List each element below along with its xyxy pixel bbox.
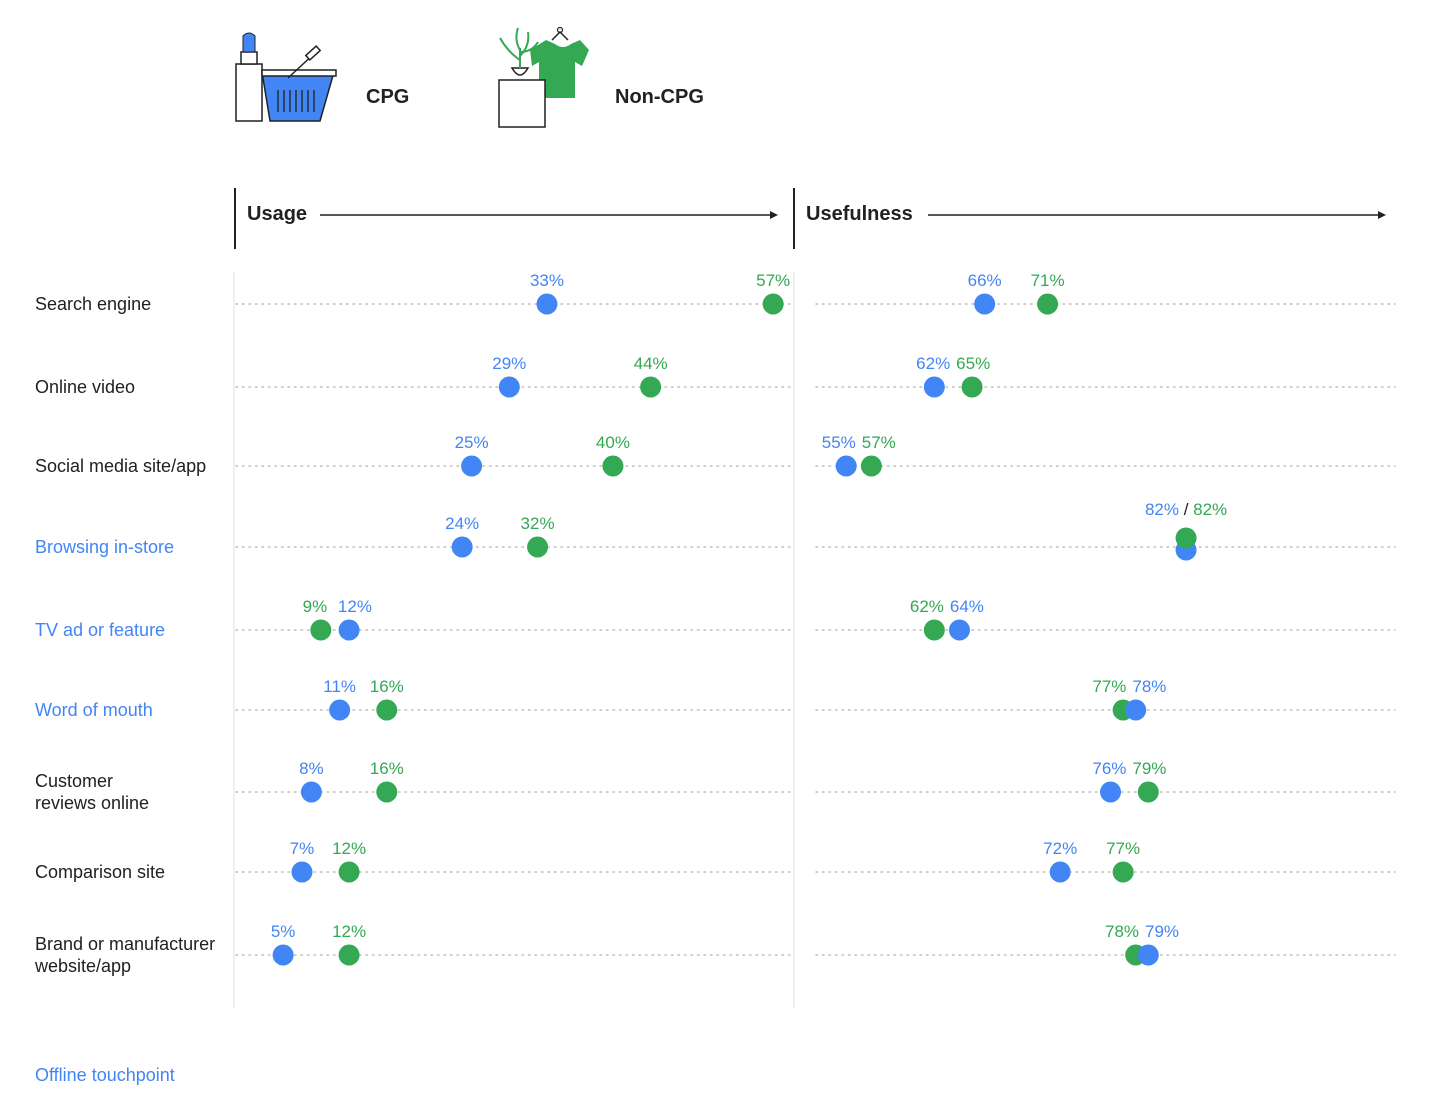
cpg-label: 66% <box>968 271 1002 290</box>
cpg-point <box>923 376 945 398</box>
cpg-label: 76% <box>1092 759 1126 778</box>
noncpg-label: 57% <box>756 271 790 290</box>
row-label-line: Comparison site <box>35 862 166 882</box>
row-label-line: Customer <box>35 771 114 791</box>
cpg-point <box>338 619 360 641</box>
cpg-point <box>1125 699 1147 721</box>
noncpg-label: 57% <box>862 433 896 452</box>
row-label: Search engine <box>35 293 235 315</box>
cpg-label: 72% <box>1043 839 1077 858</box>
cpg-label: 29% <box>492 354 526 373</box>
noncpg-point <box>527 536 549 558</box>
row-label: Brand or manufacturer website/app <box>35 933 235 977</box>
noncpg-label: 71% <box>1031 271 1065 290</box>
noncpg-label: 78% <box>1105 922 1139 941</box>
noncpg-label: 16% <box>370 759 404 778</box>
row-label-line: Browsing in-store <box>35 537 175 557</box>
cpg-label: 64% <box>950 597 984 616</box>
cpg-label: 25% <box>455 433 489 452</box>
row-label-line: Brand or manufacturer <box>35 934 216 954</box>
legend-noncpg-label: Non-CPG <box>615 86 704 108</box>
noncpg-point <box>310 619 332 641</box>
noncpg-point <box>1037 293 1059 315</box>
cpg-point <box>451 536 473 558</box>
cpg-label: 5% <box>271 922 296 941</box>
cpg-label: 62% <box>916 354 950 373</box>
noncpg-label: 77% <box>1092 677 1126 696</box>
noncpg-point <box>1112 861 1134 883</box>
cpg-point <box>291 861 313 883</box>
data-label: 82% / 82% <box>1145 500 1227 519</box>
row-label: Browsing in-store <box>35 536 235 558</box>
cpg-point <box>1137 944 1159 966</box>
noncpg-point <box>1175 527 1197 549</box>
noncpg-point <box>860 455 882 477</box>
legend-cpg-label: CPG <box>366 86 410 108</box>
usefulness-axis-header <box>793 188 1386 249</box>
cpg-label: 33% <box>530 271 564 290</box>
cpg-label: 79% <box>1145 922 1179 941</box>
noncpg-point <box>762 293 784 315</box>
noncpg-label: 12% <box>332 922 366 941</box>
noncpg-point <box>376 781 398 803</box>
noncpg-point <box>376 699 398 721</box>
row-label: Comparison site <box>35 861 235 883</box>
row-label-line: Online video <box>35 377 136 397</box>
noncpg-label: 79% <box>1132 759 1166 778</box>
cpg-point <box>1049 861 1071 883</box>
noncpg-point <box>961 376 983 398</box>
cpg-point <box>461 455 483 477</box>
noncpg-label: 12% <box>332 839 366 858</box>
row-label-line: Social media site/app <box>35 456 207 476</box>
cpg-label: 7% <box>290 839 315 858</box>
usage-axis-title: Usage <box>247 203 308 225</box>
noncpg-point <box>1137 781 1159 803</box>
cpg-label: 12% <box>338 597 372 616</box>
cpg-point <box>300 781 322 803</box>
noncpg-point <box>640 376 662 398</box>
noncpg-point <box>923 619 945 641</box>
usage-axis-header <box>234 188 778 249</box>
noncpg-label: 65% <box>956 354 990 373</box>
cpg-label: 78% <box>1132 677 1166 696</box>
cpg-label: 8% <box>299 759 324 778</box>
noncpg-point <box>338 861 360 883</box>
noncpg-label: 77% <box>1106 839 1140 858</box>
cpg-point <box>536 293 558 315</box>
lipstick-basket-icon <box>235 32 337 122</box>
noncpg-label: 16% <box>370 677 404 696</box>
row-label-line: TV ad or feature <box>35 620 166 640</box>
usefulness-axis-title: Usefulness <box>806 203 913 225</box>
noncpg-label: 9% <box>303 597 328 616</box>
chart-marks: 33% 57% 29% 44% 25% 40% 24% 32% 9% 12% 11% 16% 8% 16%… <box>235 271 1396 966</box>
noncpg-label: 40% <box>596 433 630 452</box>
row-label: Word of mouth <box>35 699 235 721</box>
row-label-line: reviews online <box>35 793 150 813</box>
noncpg-point <box>602 455 624 477</box>
offline-touchpoint-note: Offline touchpoint <box>35 1065 175 1085</box>
cpg-point <box>974 293 996 315</box>
noncpg-label: 44% <box>634 354 668 373</box>
cpg-point <box>498 376 520 398</box>
cpg-point <box>1100 781 1122 803</box>
cpg-label: 24% <box>445 514 479 533</box>
cpg-label: 55% <box>822 433 856 452</box>
noncpg-label: 32% <box>521 514 555 533</box>
plant-shirt-icon <box>498 26 589 128</box>
noncpg-label: 62% <box>910 597 944 616</box>
row-label: Social media site/app <box>35 455 235 477</box>
row-label-line: Search engine <box>35 294 152 314</box>
cpg-point <box>835 455 857 477</box>
cpg-point <box>329 699 351 721</box>
row-label-line: website/app <box>35 956 132 976</box>
cpg-point <box>272 944 294 966</box>
row-label: Online video <box>35 376 235 398</box>
row-label-line: Word of mouth <box>35 700 153 720</box>
noncpg-point <box>338 944 360 966</box>
row-label: TV ad or feature <box>35 619 235 641</box>
row-label: Customer reviews online <box>35 770 235 814</box>
cpg-label: 11% <box>323 677 356 696</box>
cpg-point <box>948 619 970 641</box>
